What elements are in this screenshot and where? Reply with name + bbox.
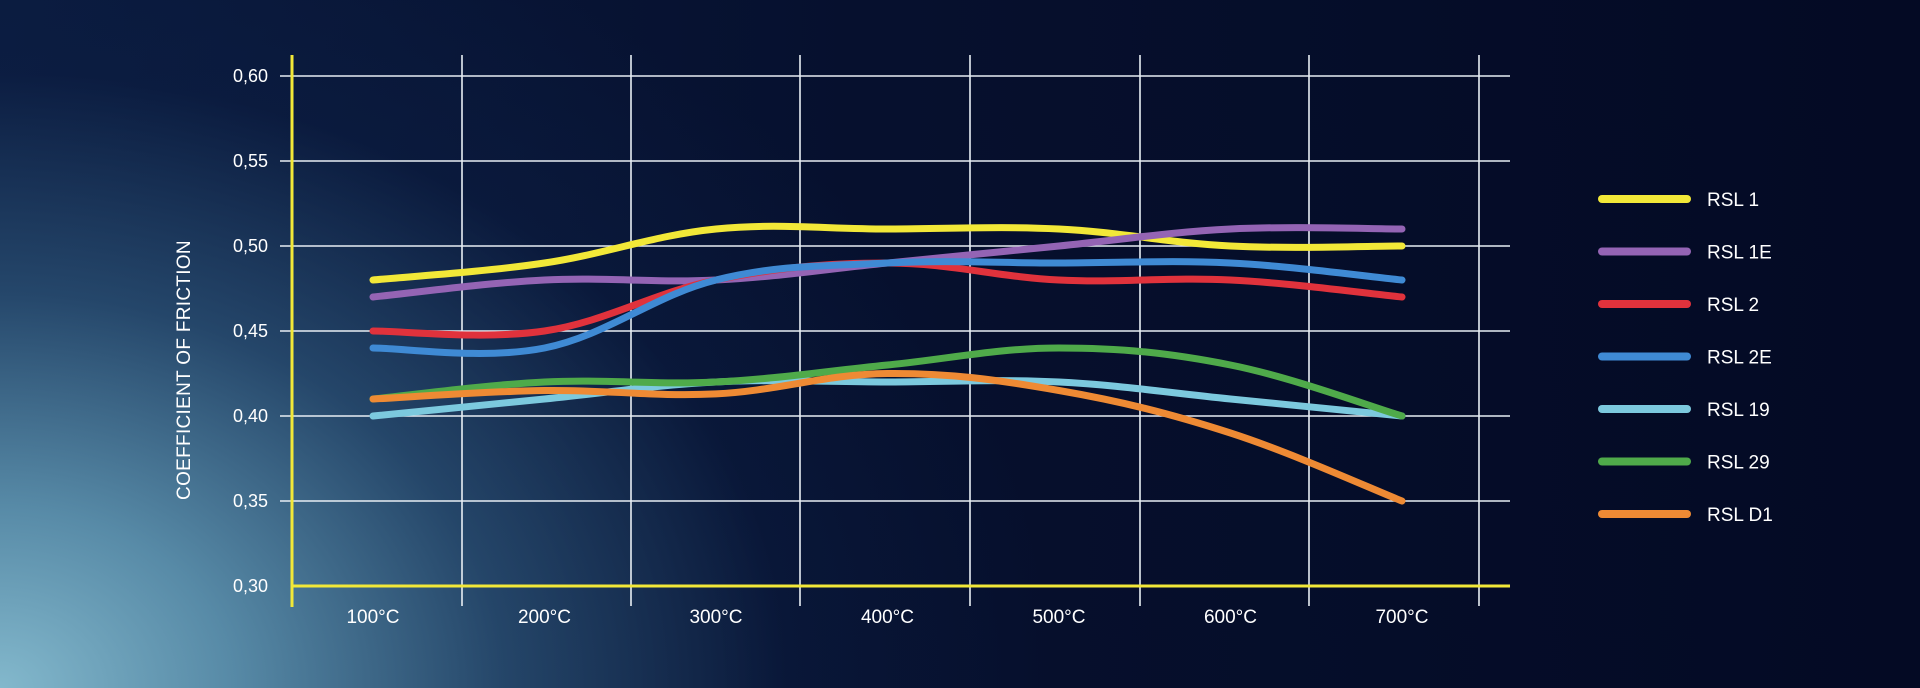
x-tick-label: 600°C (1204, 607, 1257, 628)
series-lines (369, 222, 1406, 505)
legend-label: RSL 2E (1707, 348, 1772, 369)
y-tick-label: 0,35 (233, 491, 268, 511)
y-tick-label: 0,50 (233, 236, 268, 256)
series-line-rsl-d1 (369, 369, 1406, 505)
series-line-rsl-19 (369, 377, 1406, 420)
y-tick-label: 0,30 (233, 576, 268, 596)
x-tick-label: 300°C (689, 607, 742, 628)
y-tick-labels: 0,30 0,35 0,40 0,45 0,50 0,55 0,60 (233, 66, 268, 596)
y-tick-label: 0,55 (233, 151, 268, 171)
x-tick-label: 100°C (346, 607, 399, 628)
legend-label: RSL 1E (1707, 243, 1772, 264)
legend-label: RSL D1 (1707, 505, 1773, 526)
grid (280, 55, 1510, 606)
legend-label: RSL 29 (1707, 453, 1770, 474)
y-tick-label: 0,40 (233, 406, 268, 426)
x-tick-label: 400°C (861, 607, 914, 628)
x-tick-labels: 100°C 200°C 300°C 400°C 500°C 600°C 700°C (346, 607, 1428, 628)
y-tick-label: 0,45 (233, 321, 268, 341)
legend-label: RSL 1 (1707, 190, 1759, 211)
legend-label: RSL 2 (1707, 295, 1759, 316)
series-line-rsl-1 (369, 222, 1406, 284)
series-line-rsl-2e (369, 258, 1406, 357)
x-tick-label: 200°C (518, 607, 571, 628)
legend-label: RSL 19 (1707, 400, 1770, 421)
x-tick-label: 700°C (1375, 607, 1428, 628)
y-tick-label: 0,60 (233, 66, 268, 86)
x-tick-label: 500°C (1032, 607, 1085, 628)
y-axis-label: COEFFICIENT OF FRICTION (174, 240, 195, 500)
legend: RSL 1 RSL 1E RSL 2 RSL 2E RSL 19 RSL 29 RSL D1 (1598, 190, 1773, 526)
series-line-rsl-29 (369, 344, 1406, 420)
series-line-rsl-2 (369, 259, 1406, 339)
axes (290, 55, 1510, 607)
